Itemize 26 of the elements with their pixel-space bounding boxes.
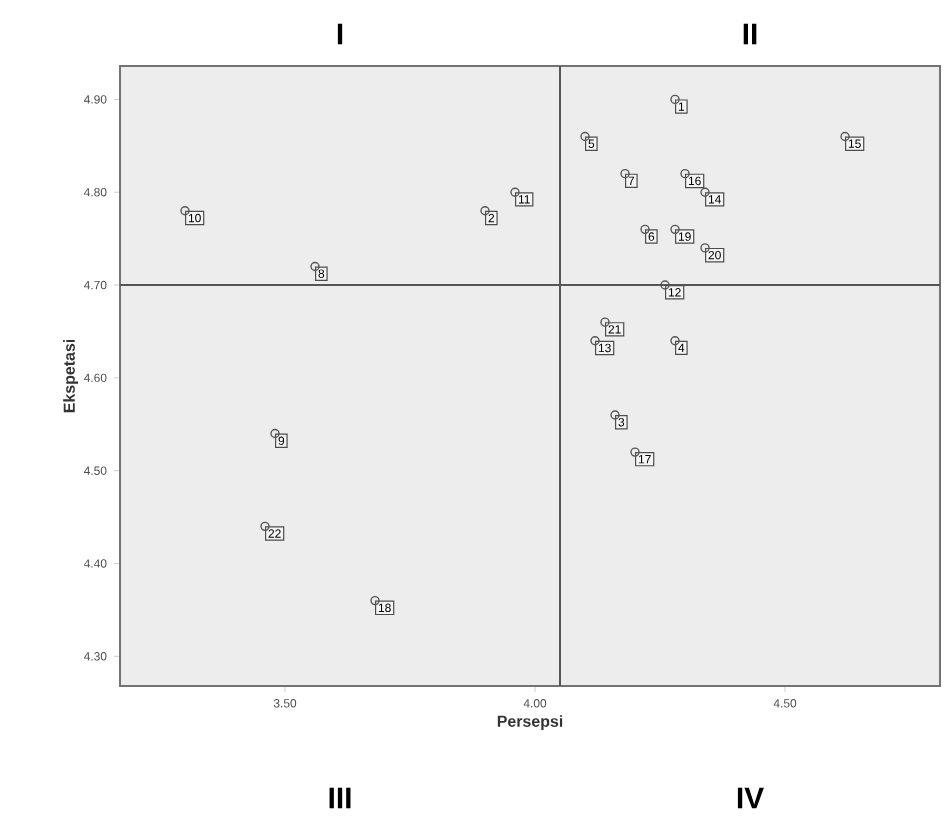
point (510, 187, 520, 197)
point (610, 410, 620, 420)
point (630, 447, 640, 457)
text: II (743, 23, 757, 45)
point (640, 224, 650, 235)
point (840, 131, 850, 142)
point (670, 224, 680, 235)
point (180, 206, 190, 216)
point (580, 131, 590, 142)
text: I (337, 23, 343, 45)
point (670, 94, 680, 105)
point (660, 280, 670, 290)
point (600, 317, 610, 327)
text: III (329, 787, 351, 809)
point (270, 428, 280, 439)
point (260, 521, 270, 532)
point (310, 261, 320, 272)
text: IV (737, 787, 764, 809)
point (480, 206, 490, 216)
point (700, 187, 710, 197)
point (620, 168, 630, 179)
point (680, 168, 690, 179)
point (370, 595, 380, 606)
point (700, 243, 710, 253)
point (670, 336, 680, 346)
point (590, 336, 600, 346)
